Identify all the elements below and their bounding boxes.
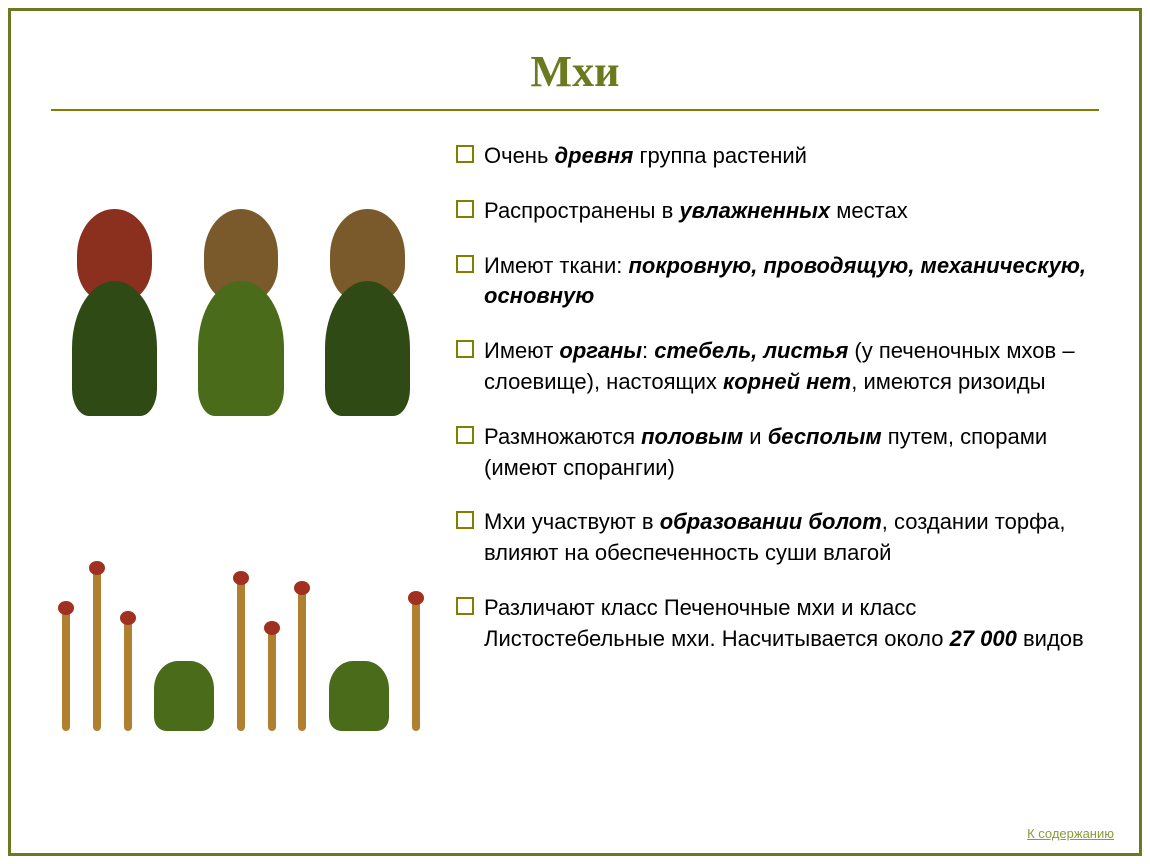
bullet-text: группа растений bbox=[633, 143, 807, 168]
bullet-item: Имеют ткани: покровную, проводящую, меха… bbox=[456, 251, 1099, 313]
bullet-text: Размножаются bbox=[484, 424, 641, 449]
bullet-text: , имеются ризоиды bbox=[851, 369, 1045, 394]
moss-illustration-bottom bbox=[51, 461, 431, 731]
slide-title: Мхи bbox=[51, 46, 1099, 97]
bullet-text: : bbox=[642, 338, 654, 363]
bullet-text: Имеют ткани: bbox=[484, 253, 628, 278]
bullet-text: и bbox=[743, 424, 768, 449]
sporophyte bbox=[412, 601, 420, 731]
bullet-text: половым bbox=[641, 424, 743, 449]
bullet-text: Мхи участвуют в bbox=[484, 509, 660, 534]
sporophyte bbox=[268, 631, 276, 731]
bullet-text: местах bbox=[830, 198, 908, 223]
bullet-text: Распространены в bbox=[484, 198, 679, 223]
sporophyte bbox=[237, 581, 245, 731]
bullet-item: Различают класс Печеночные мхи и класс Л… bbox=[456, 593, 1099, 655]
bullet-item: Распространены в увлажненных местах bbox=[456, 196, 1099, 227]
moss-illustration-top bbox=[51, 186, 431, 416]
bullet-text: видов bbox=[1017, 626, 1084, 651]
sporophyte-row bbox=[51, 461, 431, 731]
bullet-item: Мхи участвуют в образовании болот, созда… bbox=[456, 507, 1099, 569]
bullet-text: Очень bbox=[484, 143, 555, 168]
moss-plant bbox=[61, 209, 167, 416]
bullet-text: бесполым bbox=[768, 424, 882, 449]
moss-row bbox=[51, 186, 431, 416]
bullet-item: Размножаются половым и бесполым путем, с… bbox=[456, 422, 1099, 484]
moss-plant bbox=[188, 209, 294, 416]
bullet-item: Очень древня группа растений bbox=[456, 141, 1099, 172]
sporophyte bbox=[124, 621, 132, 731]
bullet-text: Различают класс Печеночные мхи и класс Л… bbox=[484, 595, 950, 651]
title-rule bbox=[51, 109, 1099, 111]
text-column: Очень древня группа растений Распростране… bbox=[456, 136, 1099, 731]
bullet-item: Имеют органы: стебель, листья (у печеноч… bbox=[456, 336, 1099, 398]
bullet-text: корней нет bbox=[723, 369, 851, 394]
bullet-text: образовании болот bbox=[660, 509, 882, 534]
images-column bbox=[51, 136, 431, 731]
bullet-text: стебель, листья bbox=[654, 338, 848, 363]
slide-frame: Мхи bbox=[8, 8, 1142, 856]
content-row: Очень древня группа растений Распростране… bbox=[51, 136, 1099, 731]
bullet-text: Имеют bbox=[484, 338, 559, 363]
bullet-text: 27 000 bbox=[950, 626, 1017, 651]
sporophyte bbox=[62, 611, 70, 731]
to-contents-link[interactable]: К содержанию bbox=[1027, 826, 1114, 841]
bullet-text: увлажненных bbox=[679, 198, 830, 223]
sporophyte bbox=[298, 591, 306, 731]
moss-plant bbox=[314, 209, 420, 416]
sporophyte bbox=[93, 571, 101, 731]
bullet-text: органы bbox=[559, 338, 642, 363]
bullet-text: древня bbox=[555, 143, 634, 168]
bullet-list: Очень древня группа растений Распростране… bbox=[456, 141, 1099, 655]
moss-clump bbox=[329, 661, 389, 731]
moss-clump bbox=[154, 661, 214, 731]
